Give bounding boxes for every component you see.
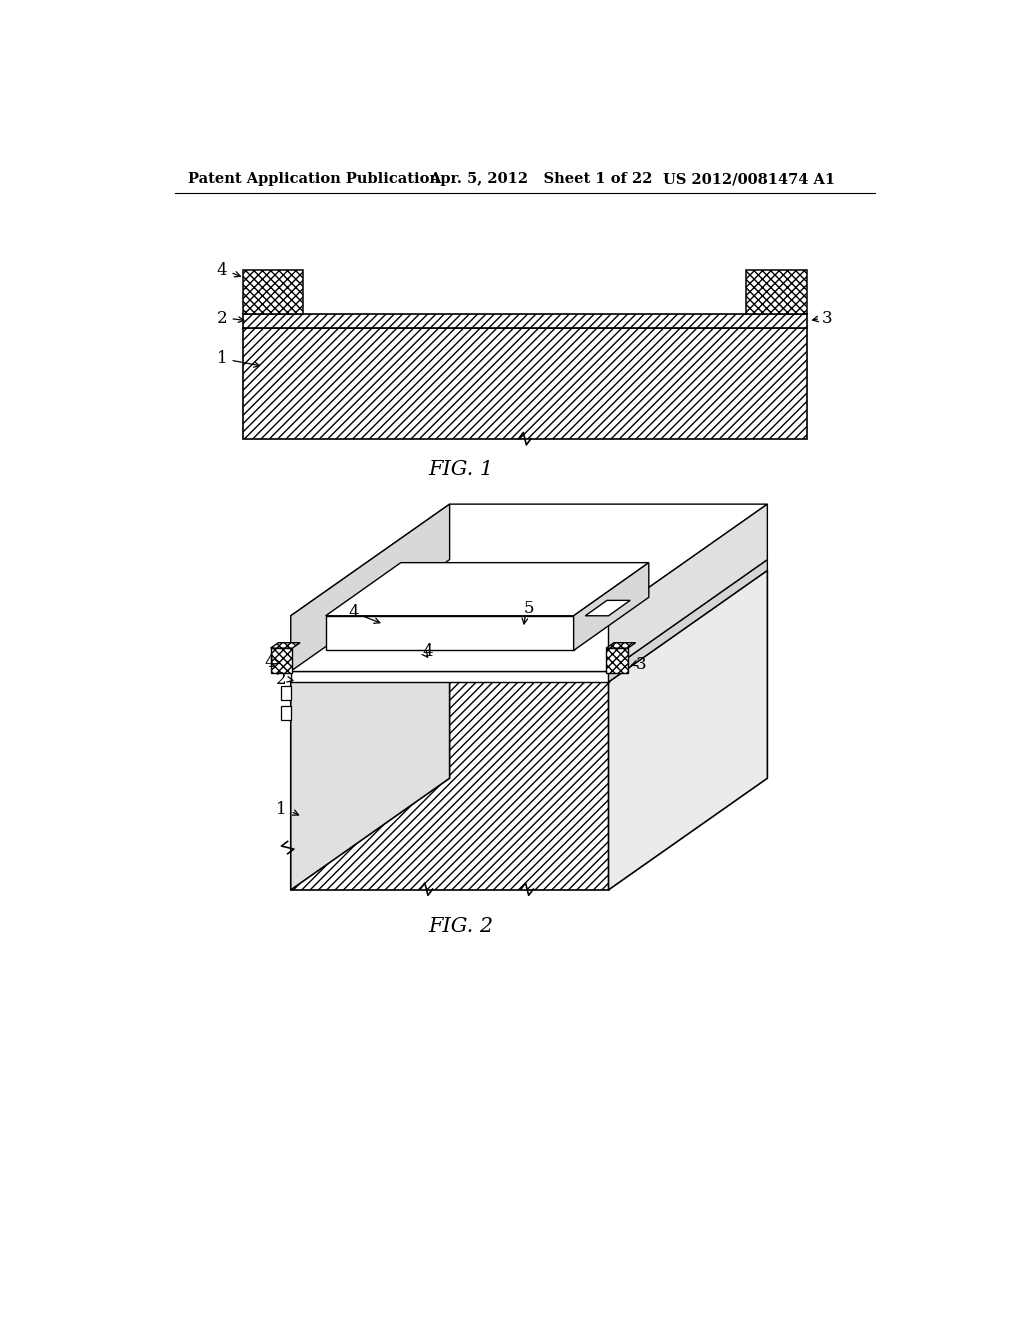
Polygon shape — [291, 682, 608, 890]
Text: 3: 3 — [821, 310, 833, 327]
Text: 5: 5 — [523, 601, 534, 618]
Bar — [270, 648, 292, 673]
Polygon shape — [291, 671, 608, 682]
Bar — [746, 271, 807, 314]
Polygon shape — [608, 504, 767, 671]
Polygon shape — [291, 570, 450, 890]
Text: 1: 1 — [216, 350, 227, 367]
Text: 1: 1 — [276, 800, 287, 817]
Text: 2: 2 — [216, 310, 227, 327]
Text: 2: 2 — [276, 671, 287, 688]
Polygon shape — [282, 706, 291, 719]
Polygon shape — [326, 615, 573, 651]
Text: 4: 4 — [423, 643, 433, 660]
Polygon shape — [586, 601, 630, 615]
Text: 4: 4 — [348, 605, 359, 622]
Polygon shape — [291, 504, 450, 671]
Polygon shape — [326, 562, 649, 615]
Text: 4: 4 — [216, 261, 227, 279]
Bar — [243, 271, 303, 314]
Polygon shape — [291, 560, 767, 671]
Text: FIG. 2: FIG. 2 — [429, 917, 494, 936]
Polygon shape — [282, 686, 291, 700]
Text: FIG. 1: FIG. 1 — [429, 461, 494, 479]
Polygon shape — [606, 643, 636, 648]
Polygon shape — [291, 570, 767, 682]
Bar — [606, 648, 628, 673]
Text: 4: 4 — [264, 655, 275, 672]
Text: 3: 3 — [636, 656, 646, 673]
Polygon shape — [291, 615, 608, 671]
Bar — [243, 327, 807, 440]
Bar — [243, 314, 807, 327]
Text: US 2012/0081474 A1: US 2012/0081474 A1 — [663, 172, 835, 186]
Text: Patent Application Publication: Patent Application Publication — [188, 172, 440, 186]
Polygon shape — [291, 504, 767, 615]
Polygon shape — [270, 643, 300, 648]
Polygon shape — [608, 570, 767, 890]
Text: Apr. 5, 2012   Sheet 1 of 22: Apr. 5, 2012 Sheet 1 of 22 — [429, 172, 652, 186]
Polygon shape — [573, 562, 649, 651]
Polygon shape — [608, 560, 767, 682]
